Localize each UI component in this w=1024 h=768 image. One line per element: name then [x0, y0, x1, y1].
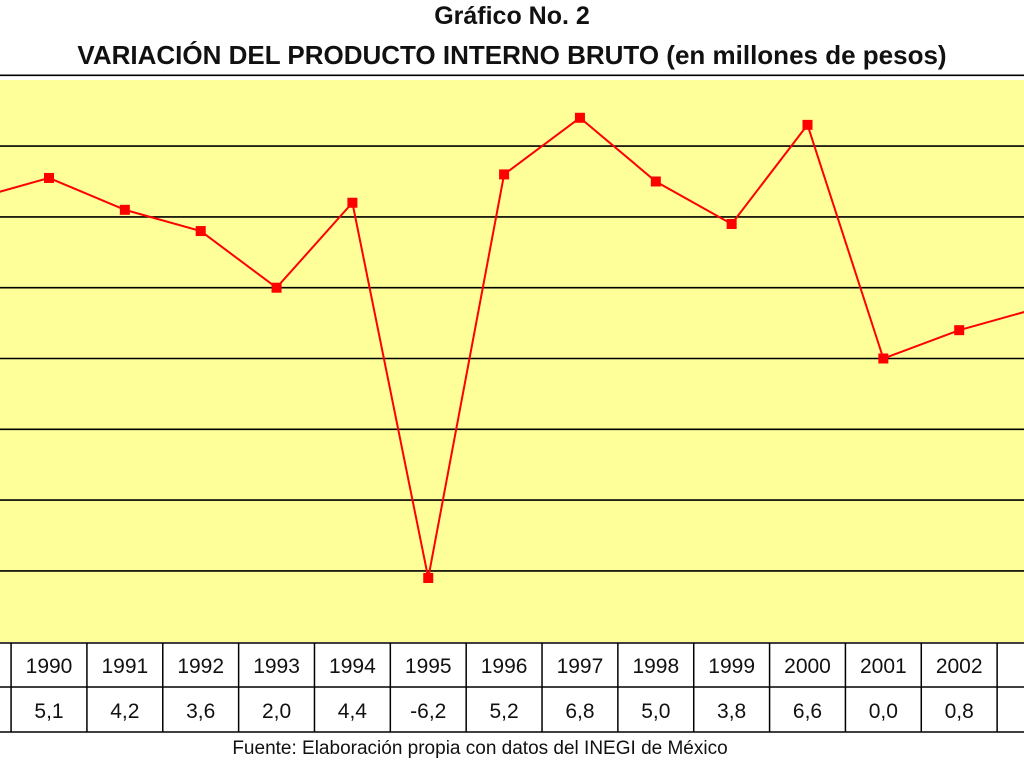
tick-label: 1999	[708, 655, 755, 678]
data-point	[650, 176, 661, 187]
chart-subtitle: VARIACIÓN DEL PRODUCTO INTERNO BRUTO (en…	[77, 40, 947, 70]
data-label: 5,0	[641, 700, 670, 723]
tick-label: 1994	[329, 655, 376, 678]
tick-label: 2002	[936, 655, 983, 678]
data-label: 6,6	[793, 700, 822, 723]
data-label: 3,8	[717, 700, 746, 723]
data-label: 0,0	[869, 700, 898, 723]
data-label: 4,2	[110, 700, 139, 723]
data-point	[119, 204, 130, 215]
tick-label: 2001	[860, 655, 907, 678]
tick-label: 1995	[405, 655, 452, 678]
data-point	[878, 353, 889, 364]
tick-label: 1997	[557, 655, 604, 678]
chart-source: Fuente: Elaboración propia con datos del…	[232, 738, 728, 759]
data-point	[44, 172, 54, 183]
data-point	[954, 325, 965, 336]
tick-label: 1991	[101, 655, 148, 678]
data-point	[726, 218, 737, 229]
data-label: 0,8	[945, 700, 974, 723]
tick-label: 1996	[481, 655, 528, 678]
tick-label: 1993	[253, 655, 300, 678]
data-point	[347, 197, 358, 208]
data-point	[271, 282, 282, 293]
plot-background	[0, 80, 1024, 642]
data-label: 3,6	[186, 700, 215, 723]
tick-label: 1992	[177, 655, 224, 678]
data-table: 1990 1991 1992 1993 1994 1995 1996 1997 1998 1999…	[0, 642, 1024, 733]
data-point	[802, 119, 813, 130]
data-label: 2,0	[262, 700, 291, 723]
data-point	[499, 169, 510, 180]
data-point	[423, 572, 434, 583]
data-label: 4,4	[338, 700, 368, 723]
data-label: 5,2	[489, 700, 518, 723]
tick-label: 2000	[784, 655, 831, 678]
data-label: -6,2	[410, 700, 446, 723]
tick-label: 1990	[26, 655, 73, 678]
data-label: 5,1	[34, 700, 63, 723]
data-point	[195, 226, 206, 237]
plot-area	[0, 74, 1024, 642]
data-label: 6,8	[565, 700, 594, 723]
data-point	[574, 112, 585, 123]
chart-title: Gráfico No. 2	[434, 2, 590, 30]
tick-label: 1998	[632, 655, 679, 678]
